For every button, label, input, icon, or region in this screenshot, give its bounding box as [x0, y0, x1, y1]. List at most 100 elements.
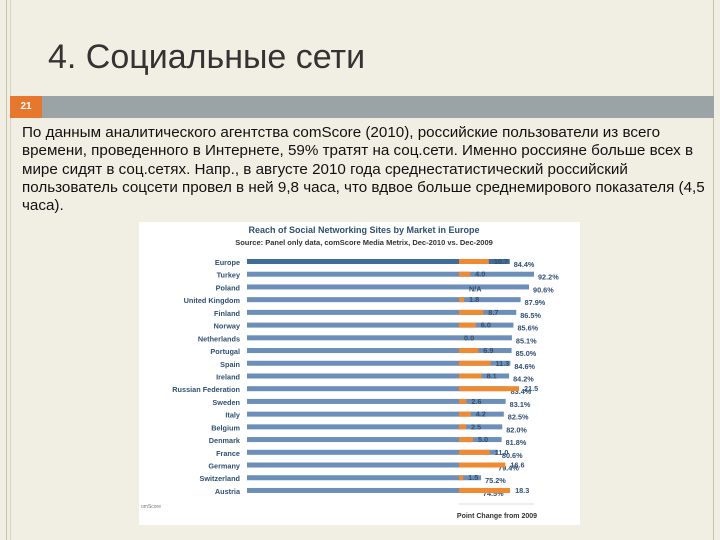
reach-bar [247, 437, 502, 443]
header-band [10, 96, 714, 118]
change-bar [459, 373, 482, 379]
reach-bar [247, 487, 479, 493]
reach-bar [247, 411, 504, 417]
change-value-label: 2.5 [471, 422, 481, 431]
change-value-label: 0.0 [464, 333, 474, 342]
category-label: Switzerland [199, 474, 240, 483]
change-value-label: N/A [469, 284, 482, 293]
change-bar [459, 487, 511, 493]
change-value-label: 1.5 [468, 473, 478, 482]
change-bar [459, 297, 465, 303]
reach-value-label: 81.8% [506, 438, 527, 447]
slide-body-text: По данным аналитического агентства comSc… [22, 124, 705, 215]
category-label: Austria [215, 487, 241, 496]
reach-bar [247, 360, 511, 366]
category-label: Denmark [209, 436, 241, 445]
reach-value-label: 85.6% [517, 324, 538, 333]
change-bar [459, 411, 471, 417]
change-value-label: 6.0 [481, 321, 491, 330]
reach-bar [247, 449, 498, 455]
reach-bar [247, 309, 517, 315]
category-label: Spain [220, 360, 240, 369]
reach-bar [247, 335, 512, 341]
change-value-label: 16.6 [510, 461, 524, 470]
reach-value-label: 92.2% [538, 273, 559, 282]
change-bar [459, 437, 473, 443]
reach-value-label: 86.5% [520, 311, 541, 320]
slide-title: 4. Социальные сети [48, 38, 366, 76]
reach-value-label: 84.4% [514, 260, 535, 269]
change-bar [459, 309, 484, 315]
chart-footer: Point Change from 2009 [457, 513, 537, 520]
chart-container: Reach of Social Networking Sites by Mark… [139, 222, 580, 525]
reach-value-label: 79.4% [498, 464, 519, 473]
change-value-label: 21.5 [524, 384, 538, 393]
frame-line-right [713, 0, 714, 540]
frame-line-left-inner [10, 0, 11, 540]
reach-bar [247, 398, 506, 404]
change-bar [459, 424, 466, 430]
reach-value-label: 82.5% [508, 413, 529, 422]
category-label: Belgium [211, 423, 240, 432]
reach-value-label: 85.0% [516, 349, 537, 358]
reach-bar [247, 271, 534, 277]
change-bar [459, 271, 471, 277]
category-label: Turkey [217, 271, 241, 280]
reach-bar [247, 424, 503, 430]
change-value-label: 18.3 [515, 486, 529, 495]
change-value-label: 8.1 [487, 371, 497, 380]
reach-value-label: 82.0% [506, 425, 527, 434]
reach-value-label: 83.4% [511, 387, 532, 396]
reach-value-label: 85.1% [516, 336, 537, 345]
change-value-label: 11.3 [496, 359, 510, 368]
change-value-label: 2.6 [471, 397, 481, 406]
reach-value-label: 90.6% [533, 285, 554, 294]
reach-bar [247, 284, 530, 290]
change-bar [459, 386, 519, 392]
change-bar [459, 398, 467, 404]
reach-bar [247, 386, 507, 392]
slide-number: 21 [10, 96, 42, 118]
change-bar [459, 348, 479, 354]
reach-chart: Reach of Social Networking Sites by Mark… [141, 225, 559, 520]
reach-value-label: 84.2% [513, 374, 534, 383]
reach-value-label: 87.9% [525, 298, 546, 307]
change-bar [459, 475, 464, 481]
reach-value-label: 84.6% [514, 362, 535, 371]
category-label: Poland [216, 283, 240, 292]
reach-value-label: 80.6% [502, 451, 523, 460]
reach-value-label: 74.5% [483, 489, 504, 498]
reach-bar [247, 348, 512, 354]
change-value-label: 11.0 [495, 448, 509, 457]
category-label: Russian Federation [172, 385, 240, 394]
reach-bar [247, 373, 510, 379]
category-label: Italy [225, 411, 241, 420]
category-label: Germany [208, 462, 241, 471]
category-label: Europe [215, 258, 240, 267]
category-label: Ireland [216, 372, 240, 381]
reach-bar [247, 475, 482, 481]
change-value-label: 10.7 [494, 257, 508, 266]
change-bar [459, 259, 489, 264]
category-label: Norway [214, 322, 241, 331]
change-value-label: 5.0 [478, 435, 488, 444]
category-label: Finland [214, 309, 240, 318]
change-value-label: 4.0 [475, 270, 485, 279]
change-value-label: 8.7 [488, 308, 498, 317]
change-bar [459, 360, 491, 366]
category-label: Portugal [210, 347, 240, 356]
change-bar [459, 322, 476, 328]
frame-line-left [6, 0, 7, 540]
category-label: France [216, 449, 240, 458]
reach-value-label: 75.2% [485, 476, 506, 485]
reach-bar [247, 322, 514, 328]
category-label: Netherlands [198, 334, 240, 343]
change-bar [459, 449, 490, 455]
change-value-label: 1.8 [469, 295, 479, 304]
category-label: United Kingdom [184, 296, 241, 305]
source-mark: omScore [141, 504, 161, 510]
reach-bar [247, 297, 521, 303]
chart-title: Reach of Social Networking Sites by Mark… [248, 225, 479, 235]
reach-bar [247, 259, 510, 264]
reach-value-label: 83.1% [510, 400, 531, 409]
